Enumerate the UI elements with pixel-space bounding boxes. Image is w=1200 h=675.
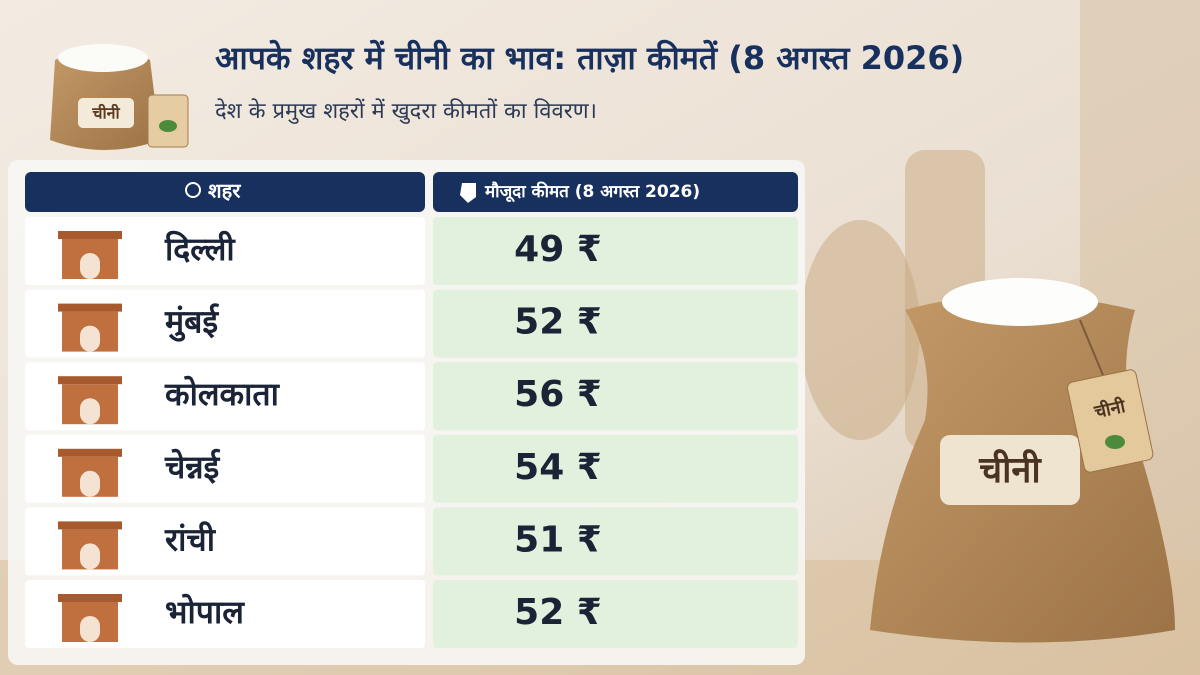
subtitle: देश के प्रमुख शहरों में खुदरा कीमतों का …: [215, 98, 597, 124]
price: 52 ₹: [514, 592, 602, 633]
tag-leaf: [1105, 435, 1125, 449]
price-cell: [433, 580, 798, 648]
price-cell: [433, 362, 798, 431]
monument-icon: [80, 398, 100, 425]
price-cell: [433, 507, 798, 576]
price: 54 ₹: [514, 447, 602, 488]
tag-icon: [460, 183, 476, 203]
title: आपके शहर में चीनी का भाव: ताज़ा कीमतें (…: [215, 39, 964, 77]
city-cell: [25, 434, 425, 503]
city-name: मुंबई: [164, 303, 219, 343]
logo-sugar: [58, 44, 148, 72]
city-name: कोलकाता: [164, 375, 281, 413]
monument-icon: [80, 325, 100, 352]
price-cell: [433, 289, 798, 358]
price: 56 ₹: [514, 374, 602, 415]
rows: दिल्ली 49 ₹ मुंबई 52 ₹ कोलकाता 56 ₹ चेन्नई 54 ₹…: [25, 217, 798, 648]
column-header: मौजूदा कीमत (8 अगस्त 2026): [484, 181, 700, 203]
board: [800, 220, 920, 440]
header-cell: [25, 172, 425, 212]
city-cell: [25, 507, 425, 576]
header-cell: [433, 172, 798, 212]
monument-icon: [58, 521, 122, 530]
monument-icon: [80, 470, 100, 497]
tag-string: [1079, 319, 1106, 381]
monument-icon: [80, 253, 100, 279]
monument-icon: [80, 616, 100, 642]
monument-icon: [58, 594, 122, 602]
price: 49 ₹: [514, 229, 602, 270]
monument-icon: [58, 231, 122, 239]
monument-icon: [58, 376, 122, 385]
monument-icon: [80, 543, 100, 570]
logo-label: चीनी: [91, 104, 120, 123]
pin-icon: [185, 182, 201, 198]
city-cell: [25, 362, 425, 431]
logo-label-box: [78, 98, 134, 128]
price: 51 ₹: [514, 519, 602, 560]
price-cell: [433, 434, 798, 503]
city-name: भोपाल: [165, 593, 245, 631]
bag-tag: [1067, 369, 1154, 473]
monument-icon: [58, 448, 122, 457]
city-cell: [25, 289, 425, 358]
bag-label-box: [940, 435, 1080, 505]
price-cell: [433, 217, 798, 285]
monument-icon: [58, 303, 122, 312]
bag-sugar: [942, 278, 1098, 326]
column-header: शहर: [208, 179, 241, 203]
city-name: चेन्नई: [164, 448, 221, 486]
sugar-bag: चीनी चीनी: [870, 278, 1175, 643]
price: 52 ₹: [514, 302, 602, 343]
city-name: रांची: [164, 520, 217, 558]
city-cell: [25, 580, 425, 648]
logo-leaf: [159, 120, 177, 132]
bag-label: चीनी: [978, 449, 1042, 491]
logo: चीनी: [50, 44, 189, 150]
city-cell: [25, 217, 425, 285]
city-name: दिल्ली: [164, 230, 236, 268]
